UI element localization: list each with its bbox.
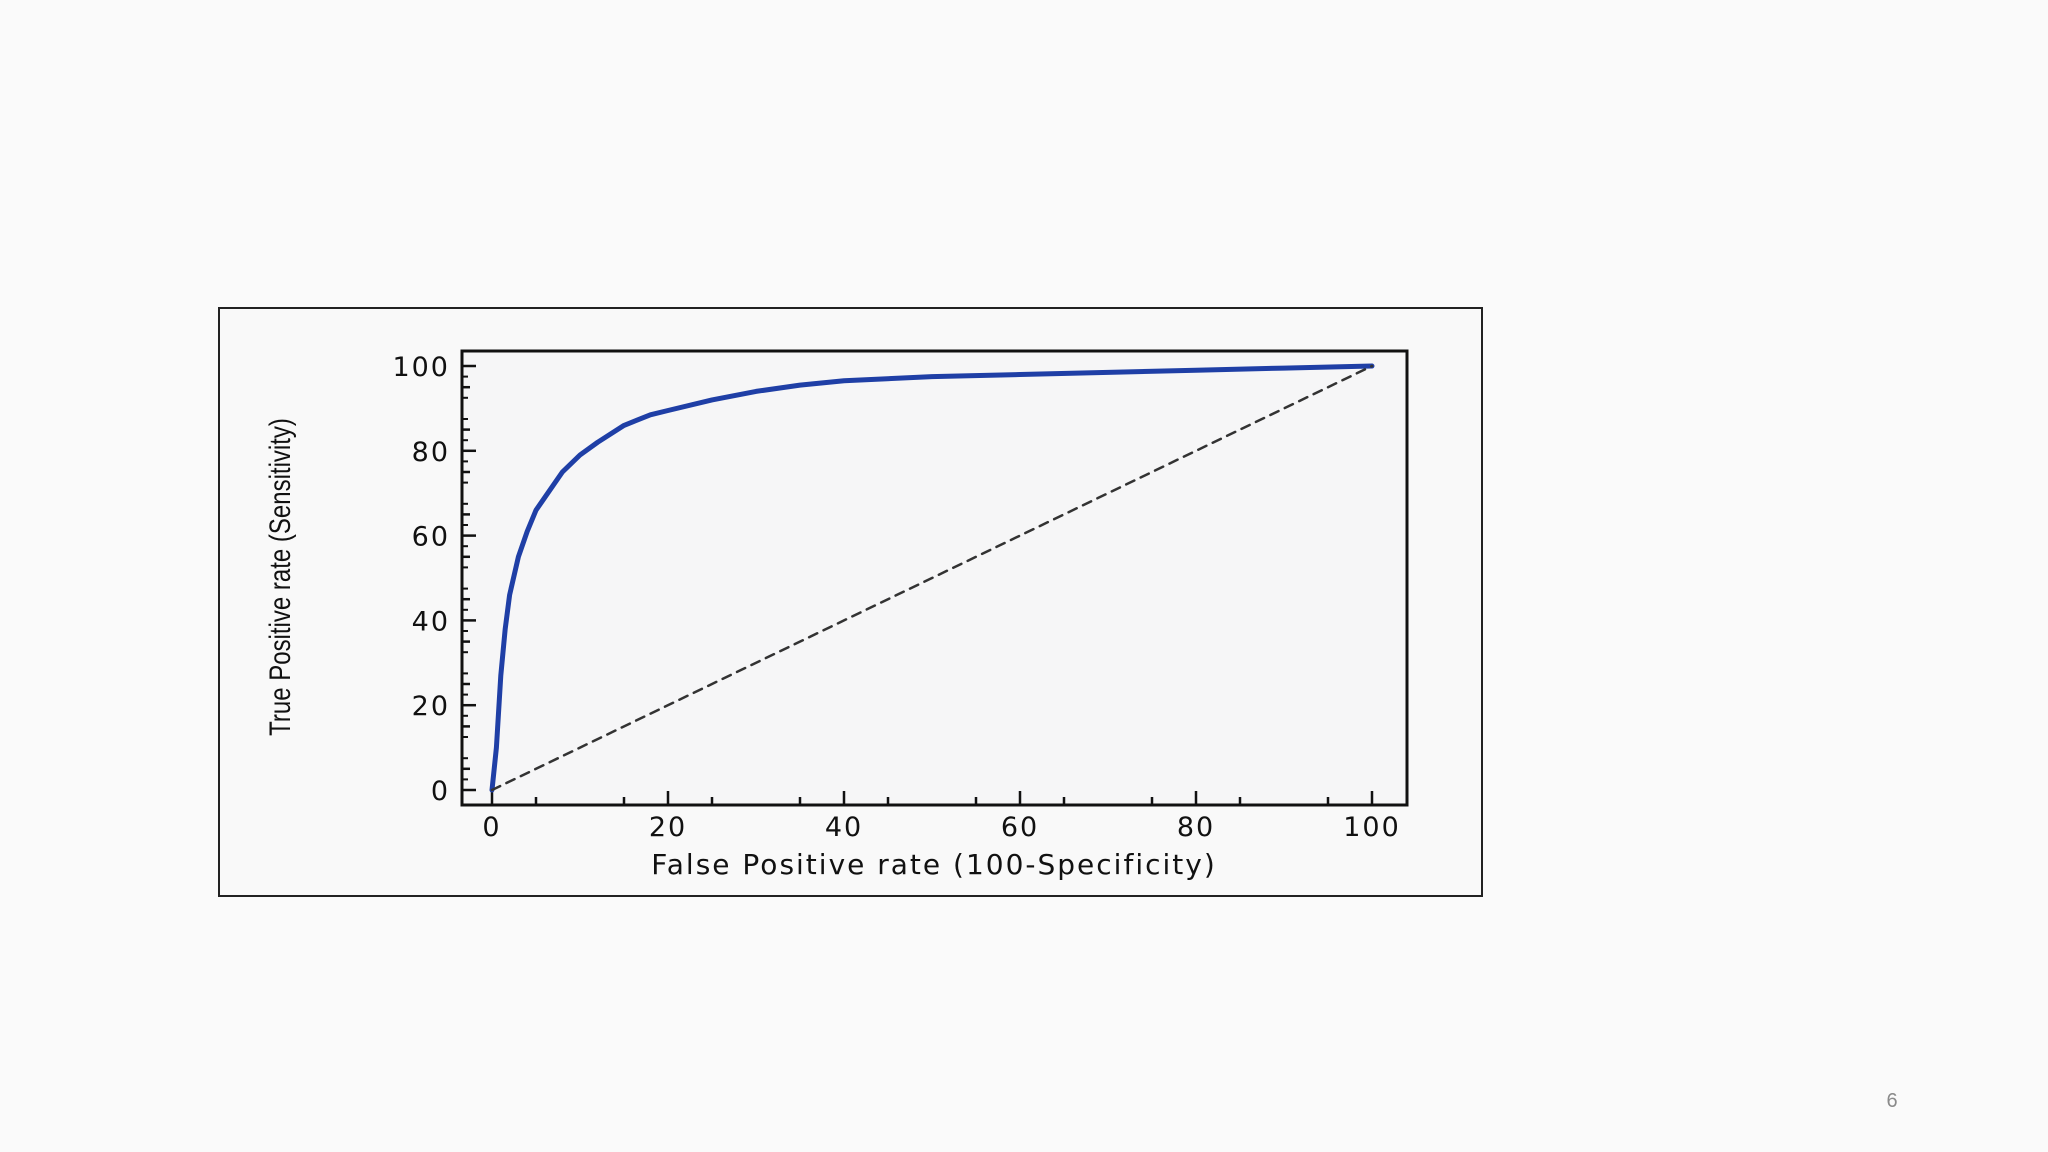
series-layer [489,363,1375,793]
y-axis-title: True Positive rate (Sensitivity) [262,418,296,736]
y-tick-label: 60 [412,522,450,553]
y-tick-label: 40 [412,606,450,637]
y-tick-label: 20 [412,691,450,722]
tick-labels: 0 20 40 60 80 100 0 20 40 60 80 100 [392,352,1401,843]
x-tick-label: 0 [482,812,501,843]
roc-chart: 0 20 40 60 80 100 0 20 40 60 80 100 False Positive … [262,349,1409,881]
x-tick-label: 20 [649,812,687,843]
figure-frame: 0 20 40 60 80 100 0 20 40 60 80 100 False Positive … [218,307,1483,897]
x-tick-label: 40 [825,812,863,843]
y-tick-label: 80 [412,437,450,468]
x-axis-title: False Positive rate (100-Specificity) [651,848,1217,881]
roc-curve-line [489,363,1375,793]
x-tick-label: 80 [1177,812,1215,843]
x-tick-label: 60 [1001,812,1039,843]
x-tick-label: 100 [1343,812,1401,843]
y-tick-label: 100 [392,352,450,383]
y-tick-label: 0 [431,776,450,807]
major-ticks [462,364,1374,805]
slide-number: 6 [1886,1090,1898,1112]
minor-ticks [462,375,1330,805]
reference-diagonal-line [490,364,1374,792]
plot-area [460,349,1409,807]
